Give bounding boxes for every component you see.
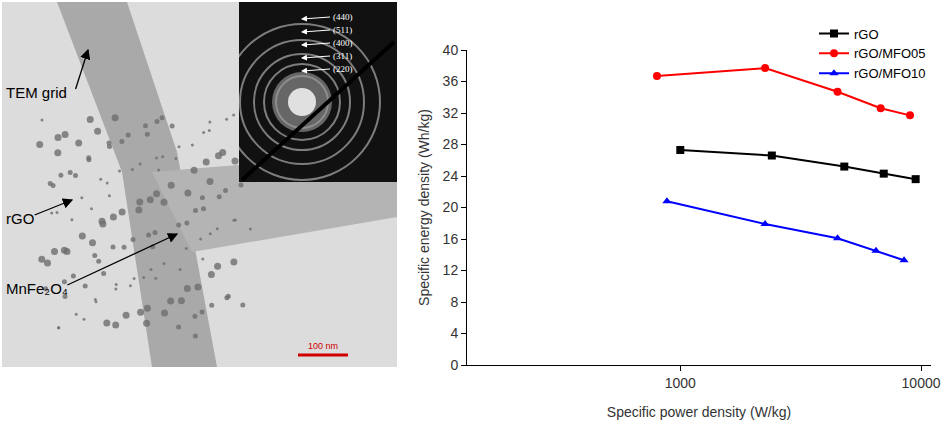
svg-text:Specific energy density (Wh/kg: Specific energy density (Wh/kg) (416, 109, 432, 306)
svg-text:28: 28 (443, 136, 459, 152)
svg-text:rGO: rGO (6, 210, 34, 227)
svg-text:rGO/MFO05: rGO/MFO05 (854, 46, 926, 61)
svg-text:rGO/MFO10: rGO/MFO10 (854, 66, 926, 81)
svg-text:10000: 10000 (902, 375, 941, 391)
svg-text:100 nm: 100 nm (308, 341, 338, 351)
svg-text:0: 0 (450, 357, 458, 373)
svg-text:Specific power density (W/kg): Specific power density (W/kg) (607, 404, 791, 420)
svg-text:20: 20 (443, 199, 459, 215)
svg-text:24: 24 (443, 168, 459, 184)
svg-text:MnFe₂O₄: MnFe₂O₄ (6, 280, 68, 297)
svg-text:32: 32 (443, 105, 459, 121)
svg-text:(311): (311) (333, 51, 352, 61)
svg-text:rGO: rGO (854, 27, 879, 42)
svg-text:40: 40 (443, 42, 459, 58)
svg-text:(511): (511) (333, 25, 352, 35)
svg-text:4: 4 (450, 325, 458, 341)
svg-text:TEM grid: TEM grid (6, 84, 67, 101)
svg-text:(400): (400) (333, 38, 353, 48)
svg-text:36: 36 (443, 73, 459, 89)
svg-text:12: 12 (443, 262, 459, 278)
svg-text:(440): (440) (333, 12, 353, 22)
svg-text:(220): (220) (333, 64, 353, 74)
svg-text:8: 8 (450, 294, 458, 310)
svg-text:1000: 1000 (665, 375, 696, 391)
svg-text:16: 16 (443, 231, 459, 247)
